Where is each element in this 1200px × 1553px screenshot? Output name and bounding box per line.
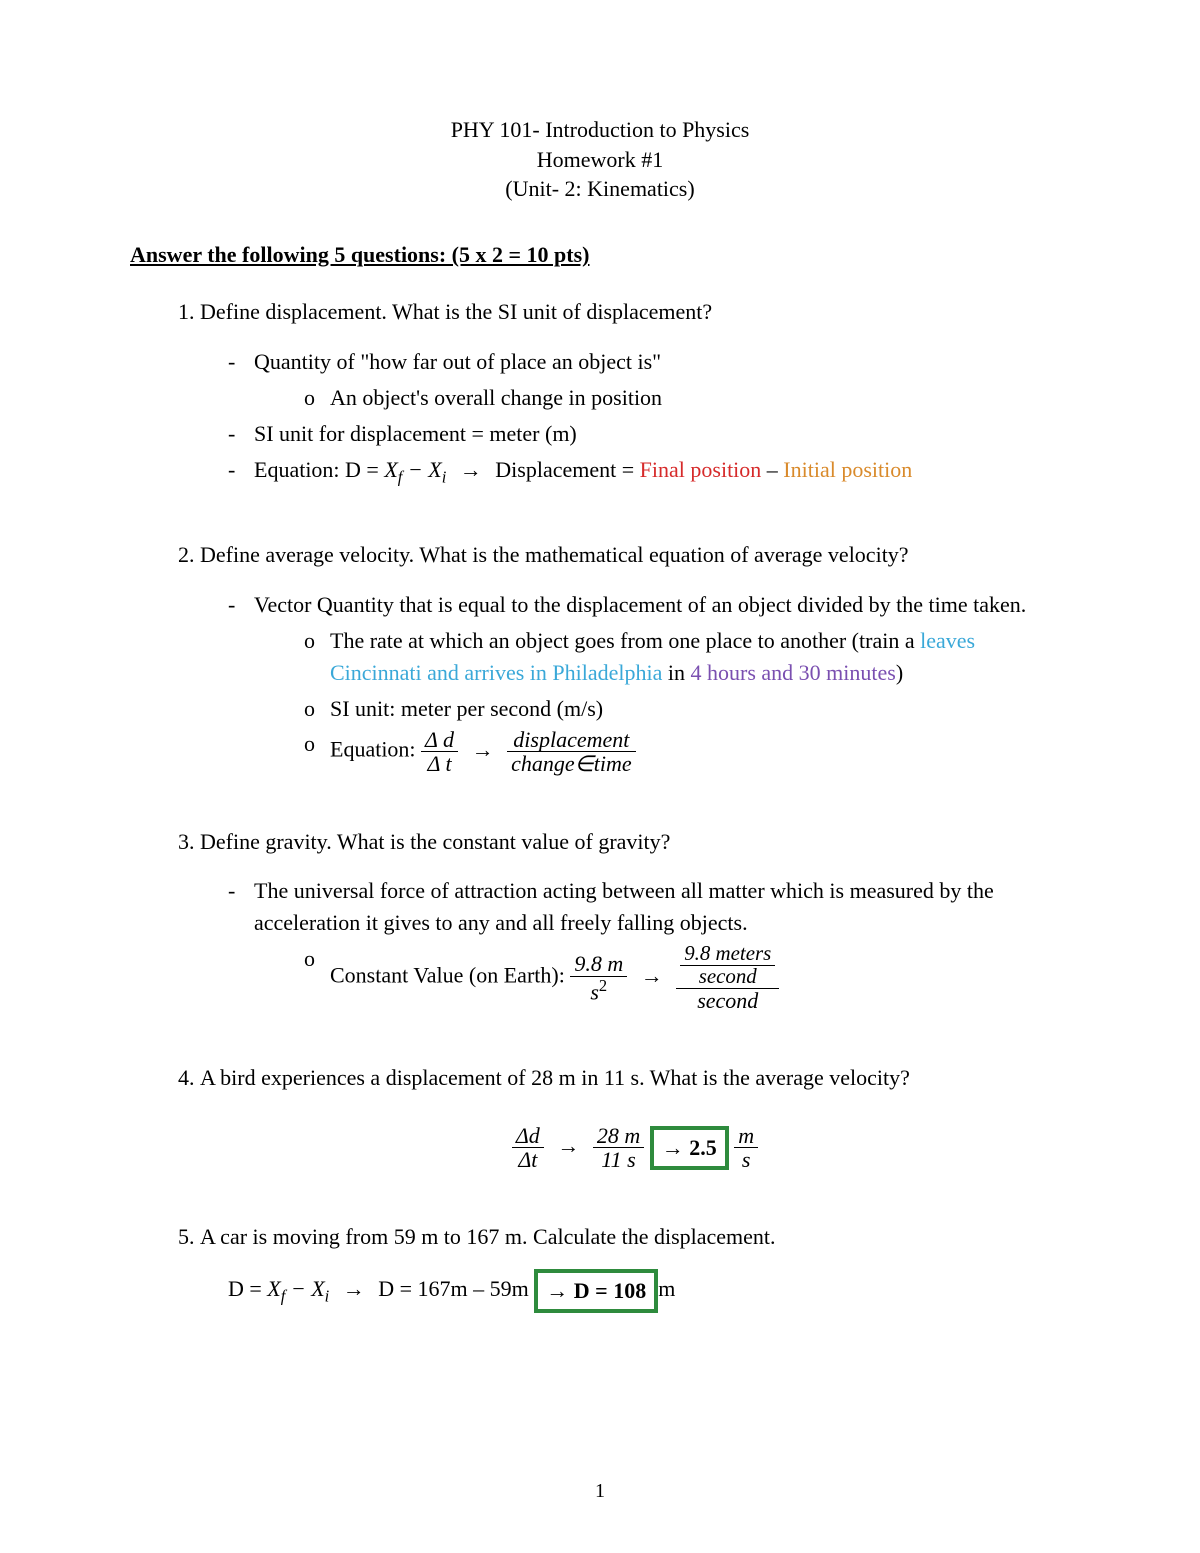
denominator: second	[680, 966, 775, 988]
text: X	[428, 457, 441, 482]
text: Vector Quantity that is equal to the dis…	[254, 592, 1026, 617]
numerator: 28 m	[593, 1124, 644, 1148]
numerator: 9.8 m	[570, 952, 627, 976]
q4-prompt: A bird experiences a displacement of 28 …	[200, 1065, 910, 1090]
list-item: SI unit: meter per second (m/s)	[304, 693, 1070, 725]
text: Constant Value (on Earth):	[330, 963, 570, 988]
fraction: m s	[734, 1124, 758, 1171]
question-4: A bird experiences a displacement of 28 …	[200, 1062, 1070, 1171]
q2-answers: Vector Quantity that is equal to the dis…	[200, 589, 1070, 776]
text: in	[662, 660, 690, 685]
fraction: 9.8 meters second second	[676, 943, 779, 1012]
list-item: Constant Value (on Earth): 9.8 m s2 → 9.…	[304, 943, 1070, 1012]
list-item: SI unit for displacement = meter (m)	[228, 418, 1070, 450]
list-item: Equation: D = Xf − Xi → Displacement = F…	[228, 454, 1070, 489]
text: D = 167m – 59m	[378, 1276, 529, 1301]
list-item: Vector Quantity that is equal to the dis…	[228, 589, 1070, 776]
list-item: An object's overall change in position	[304, 382, 1070, 414]
text: Displacement =	[495, 457, 639, 482]
text: −	[402, 457, 428, 482]
text: Quantity of "how far out of place an obj…	[254, 349, 661, 374]
numerator: Δ d	[421, 728, 458, 752]
numerator: m	[734, 1124, 758, 1148]
text: i	[442, 467, 447, 486]
section-heading: Answer the following 5 questions: (5 x 2…	[130, 242, 1070, 268]
text: 2	[599, 976, 607, 995]
text: X	[267, 1276, 280, 1301]
arrow-icon: →	[472, 737, 494, 762]
fraction: 9.8 m s2	[570, 952, 627, 1003]
text: 4 hours and 30 minutes	[691, 660, 896, 685]
text: X	[311, 1276, 324, 1301]
q4-equation: Δd Δt → 28 m 11 s → 2.5 m s	[200, 1124, 1070, 1171]
question-2: Define average velocity. What is the mat…	[200, 539, 1070, 776]
q3-answers: The universal force of attraction acting…	[200, 875, 1070, 1012]
text: s	[590, 979, 599, 1004]
arrow-icon: →	[557, 1133, 579, 1158]
numerator: 9.8 meters second	[676, 943, 779, 989]
text: Equation: D =	[254, 457, 384, 482]
question-5: A car is moving from 59 m to 167 m. Calc…	[200, 1221, 1070, 1313]
text: D =	[228, 1276, 267, 1301]
header-assignment: Homework #1	[130, 145, 1070, 175]
denominator: s2	[570, 977, 627, 1003]
question-1: Define displacement. What is the SI unit…	[200, 296, 1070, 489]
denominator: s	[734, 1148, 758, 1171]
text: i	[325, 1287, 330, 1306]
text: −	[285, 1276, 311, 1301]
text: )	[896, 660, 903, 685]
q5-equation: D = Xf − Xi → D = 167m – 59m → D = 108m	[200, 1269, 1070, 1313]
arrow-icon: →	[337, 1276, 370, 1301]
fraction: Δ d Δ t	[421, 728, 458, 775]
list-item: The universal force of attraction acting…	[228, 875, 1070, 1012]
text-final: Final position	[640, 457, 762, 482]
fraction: Δd Δt	[512, 1124, 544, 1171]
denominator: Δt	[512, 1148, 544, 1171]
numerator: displacement	[507, 728, 636, 752]
denominator: second	[676, 989, 779, 1012]
page: PHY 101- Introduction to Physics Homewor…	[0, 0, 1200, 1553]
answer-box: → 2.5	[650, 1126, 729, 1170]
numerator: 9.8 meters	[680, 943, 775, 966]
q1-prompt: Define displacement. What is the SI unit…	[200, 299, 712, 324]
denominator: Δ t	[421, 752, 458, 775]
header-course: PHY 101- Introduction to Physics	[130, 115, 1070, 145]
text: m	[658, 1276, 675, 1301]
page-number: 1	[0, 1480, 1200, 1503]
text-initial: Initial position	[783, 457, 912, 482]
text: Equation:	[330, 737, 421, 762]
fraction: displacement change∈time	[507, 728, 636, 775]
q3-prompt: Define gravity. What is the constant val…	[200, 829, 670, 854]
q1-answers: Quantity of "how far out of place an obj…	[200, 346, 1070, 489]
text: –	[761, 457, 783, 482]
denominator: 11 s	[593, 1148, 644, 1171]
header-unit: (Unit- 2: Kinematics)	[130, 174, 1070, 204]
list-item: The rate at which an object goes from on…	[304, 625, 1070, 689]
arrow-icon: →	[641, 963, 663, 988]
text: The universal force of attraction acting…	[254, 878, 994, 935]
q2-prompt: Define average velocity. What is the mat…	[200, 542, 909, 567]
text: The rate at which an object goes from on…	[330, 628, 920, 653]
answer-box: → D = 108	[534, 1269, 658, 1313]
list-item: Quantity of "how far out of place an obj…	[228, 346, 1070, 414]
arrow-icon: →	[454, 457, 487, 482]
list-item: Equation: Δ d Δ t → displacement change∈…	[304, 728, 1070, 775]
numerator: Δd	[512, 1124, 544, 1148]
denominator: change∈time	[507, 752, 636, 775]
question-3: Define gravity. What is the constant val…	[200, 826, 1070, 1013]
text: X	[384, 457, 397, 482]
document-header: PHY 101- Introduction to Physics Homewor…	[130, 115, 1070, 204]
fraction: 28 m 11 s	[593, 1124, 644, 1171]
question-list: Define displacement. What is the SI unit…	[130, 296, 1070, 1313]
q5-prompt: A car is moving from 59 m to 167 m. Calc…	[200, 1224, 776, 1249]
